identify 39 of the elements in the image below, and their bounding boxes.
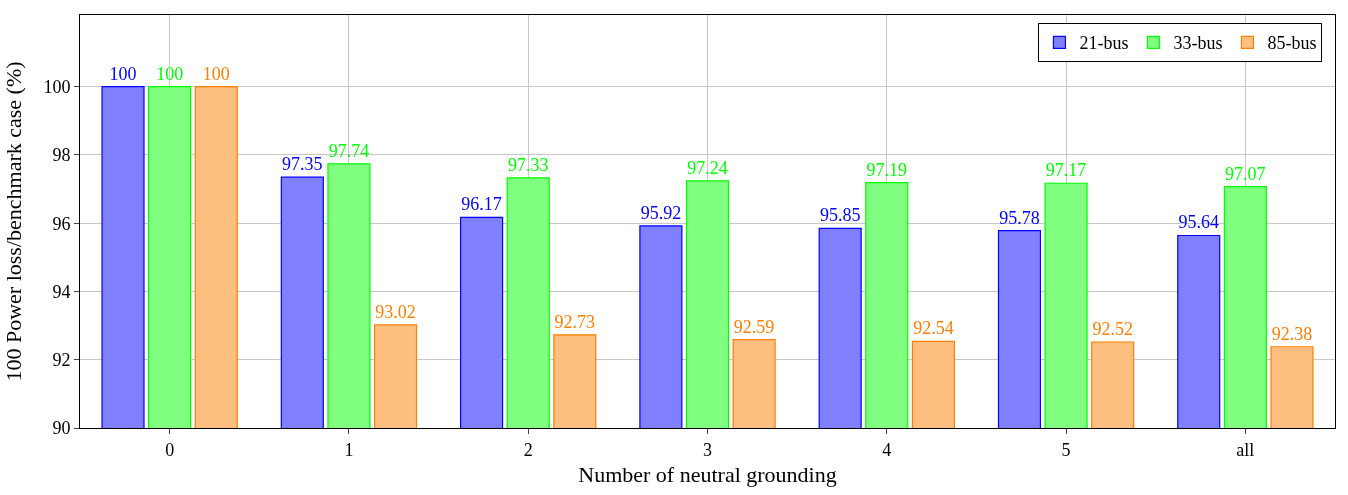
data-label: 97.24 bbox=[687, 157, 728, 178]
x-tick-label: 0 bbox=[165, 439, 175, 460]
data-label: 97.07 bbox=[1225, 163, 1266, 184]
data-label: 92.73 bbox=[554, 311, 596, 332]
x-tick-label: 1 bbox=[344, 439, 354, 460]
x-tick-label: 2 bbox=[523, 439, 533, 460]
data-label: 95.64 bbox=[1178, 212, 1219, 233]
data-label: 96.17 bbox=[461, 194, 502, 215]
y-tick-label: 92 bbox=[52, 350, 71, 371]
x-tick-label: all bbox=[1236, 439, 1255, 460]
data-label: 92.59 bbox=[733, 316, 775, 337]
legend-label: 21-bus bbox=[1079, 33, 1129, 54]
data-label: 95.85 bbox=[819, 205, 861, 226]
data-label: 95.92 bbox=[640, 202, 682, 223]
data-label: 100 bbox=[202, 63, 230, 84]
y-tick-label: 100 bbox=[43, 76, 71, 97]
data-label: 100 bbox=[156, 63, 184, 84]
data-label: 97.33 bbox=[507, 154, 549, 175]
data-label: 92.38 bbox=[1271, 323, 1313, 344]
data-label: 97.35 bbox=[282, 154, 323, 175]
y-tick-label: 96 bbox=[52, 213, 71, 234]
data-label: 97.19 bbox=[866, 159, 908, 180]
x-tick-label: 4 bbox=[882, 439, 892, 460]
data-label: 92.54 bbox=[913, 318, 954, 339]
x-tick-label: 3 bbox=[703, 439, 712, 460]
data-label: 93.02 bbox=[375, 301, 416, 322]
data-label: 97.17 bbox=[1045, 160, 1087, 181]
data-label: 100 bbox=[109, 63, 137, 84]
x-tick-label: 5 bbox=[1061, 439, 1071, 460]
y-tick-label: 98 bbox=[52, 145, 71, 166]
data-label: 95.78 bbox=[999, 207, 1040, 228]
data-label: 97.74 bbox=[328, 140, 370, 161]
y-tick-label: 90 bbox=[52, 418, 71, 439]
data-label: 92.52 bbox=[1092, 318, 1133, 339]
legend-label: 33-bus bbox=[1173, 33, 1223, 54]
legend-label: 85-bus bbox=[1267, 33, 1317, 54]
y-tick-label: 94 bbox=[52, 281, 71, 302]
y-axis-title: 100 Power loss/benchmark case (%) bbox=[1, 61, 27, 382]
x-axis-title: Number of neutral grounding bbox=[578, 462, 837, 488]
